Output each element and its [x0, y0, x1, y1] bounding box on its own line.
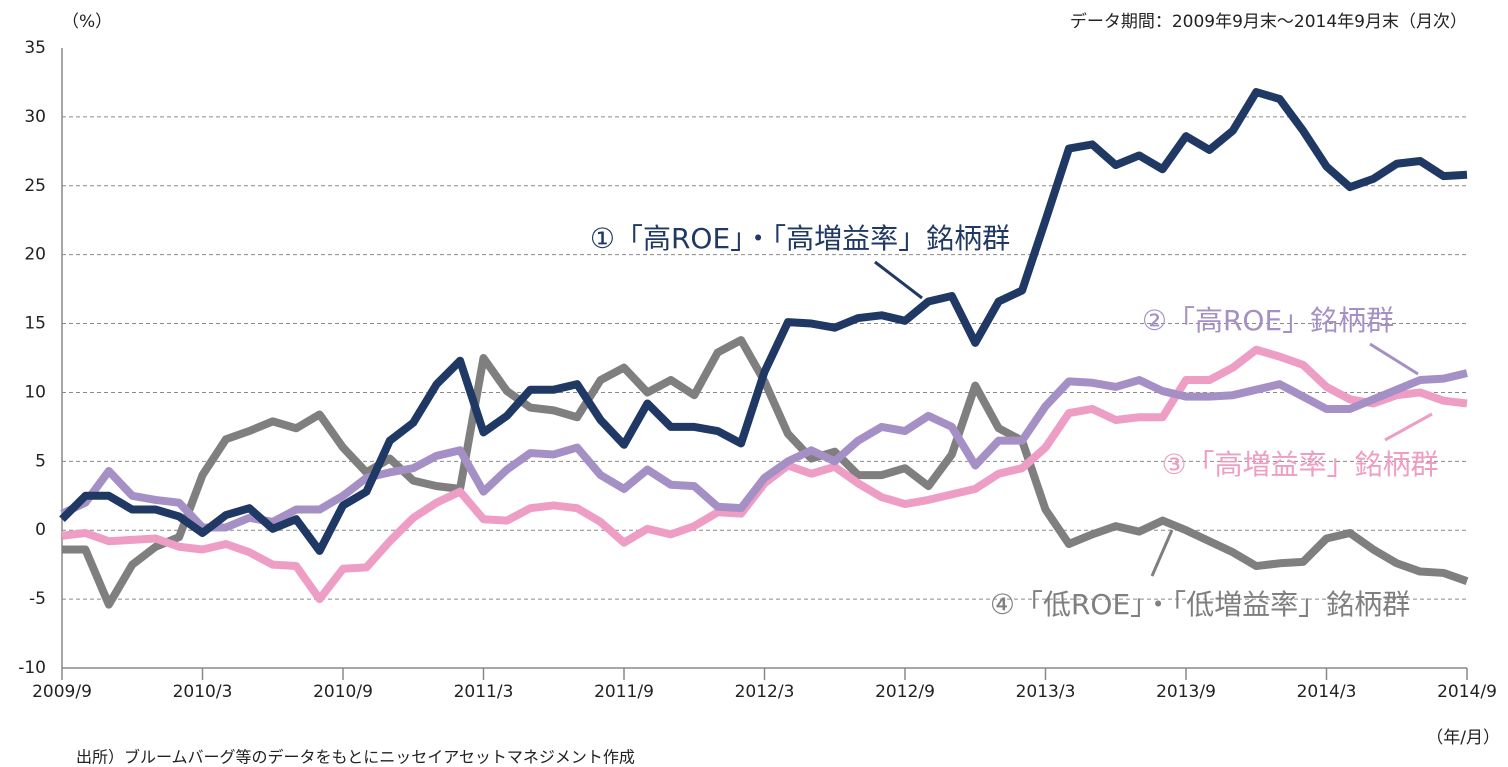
- y-tick-label: 15: [24, 314, 46, 334]
- y-axis-label: （%）: [62, 12, 112, 32]
- leader-line: [874, 260, 923, 300]
- y-tick-label: 5: [35, 451, 46, 471]
- y-tick-label: 35: [24, 38, 46, 58]
- x-tick-label: 2011/3: [454, 682, 514, 702]
- y-tick-label: 20: [24, 245, 46, 265]
- x-tick-label: 2013/3: [1016, 682, 1076, 702]
- x-tick-label: 2013/9: [1156, 682, 1216, 702]
- x-tick-label: 2014/9: [1437, 682, 1497, 702]
- y-tick-label: 25: [24, 176, 46, 196]
- y-tick-label: 30: [24, 107, 46, 127]
- leader-line: [1150, 529, 1174, 577]
- x-tick-label: 2012/9: [875, 682, 935, 702]
- source-note: 出所）ブルームバーグ等のデータをもとにニッセイアセットマネジメント作成: [76, 748, 635, 767]
- series-label: ②「高ROE」銘柄群: [1142, 304, 1394, 337]
- y-tick-label: -10: [18, 658, 46, 678]
- x-tick-label: 2012/3: [735, 682, 795, 702]
- y-tick-label: 0: [35, 520, 46, 540]
- y-tick-label: -5: [29, 589, 46, 609]
- leader-line: [1384, 412, 1433, 442]
- series-label: ①「高ROE」・「高増益率」銘柄群: [590, 222, 1010, 255]
- leader-line: [1369, 342, 1419, 376]
- x-tick-label: 2009/9: [32, 682, 92, 702]
- x-tick-label: 2014/3: [1297, 682, 1357, 702]
- subtitle: データ期間：2009年9月末～2014年9月末（月次）: [1070, 11, 1467, 32]
- x-tick-label: 2010/9: [313, 682, 373, 702]
- series-line: [60, 369, 1468, 532]
- x-tick-label: 2011/9: [594, 682, 654, 702]
- series-label: ③「高増益率」銘柄群: [1161, 448, 1438, 481]
- x-tick-label: 2010/3: [173, 682, 233, 702]
- x-axis-label: （年/月）: [1426, 728, 1500, 748]
- y-tick-label: 10: [24, 382, 46, 402]
- series-label: ④「低ROE」・「低増益率」銘柄群: [990, 588, 1410, 621]
- series-line: [59, 88, 1468, 555]
